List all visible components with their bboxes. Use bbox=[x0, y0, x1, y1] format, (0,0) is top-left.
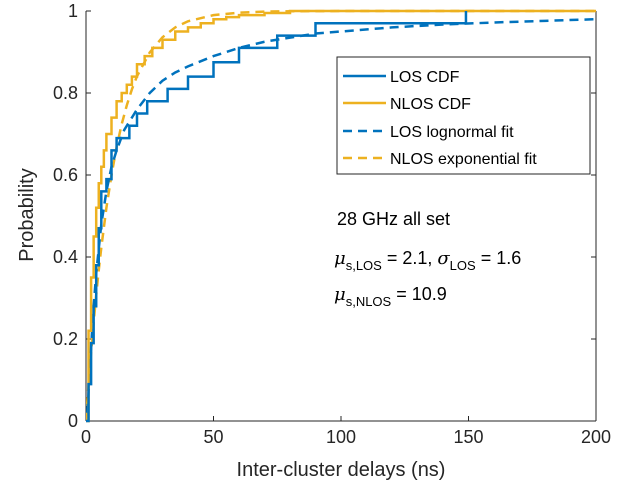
y-tick-label: 0.8 bbox=[53, 83, 78, 103]
x-tick-label: 100 bbox=[326, 427, 356, 447]
legend-label-nlos-cdf: NLOS CDF bbox=[390, 96, 471, 113]
x-tick-label: 150 bbox=[453, 427, 483, 447]
x-axis-label: Inter-cluster delays (ns) bbox=[237, 459, 446, 481]
x-tick-label: 0 bbox=[81, 427, 91, 447]
y-tick-label: 0.6 bbox=[53, 165, 78, 185]
legend-label-los-cdf: LOS CDF bbox=[390, 69, 460, 86]
annotation-line-3: μs,NLOS = 10.9 bbox=[334, 284, 447, 309]
y-tick-label: 0.2 bbox=[53, 329, 78, 349]
sigma-subscript: LOS bbox=[450, 258, 476, 273]
legend: LOS CDF NLOS CDF LOS lognormal fit NLOS … bbox=[336, 56, 591, 175]
annotation: 28 GHz all set μs,LOS = 2.1, σLOS = 1.6 … bbox=[334, 209, 521, 309]
series-nlos-cdf bbox=[86, 9, 596, 423]
series-layer bbox=[86, 9, 596, 423]
legend-label-nlos-fit: NLOS exponential fit bbox=[390, 151, 537, 168]
sigma-value: = 1.6 bbox=[476, 248, 522, 268]
mu-symbol-2: μ bbox=[334, 284, 346, 305]
y-axis-label: Probability bbox=[16, 168, 38, 261]
mu-symbol: μ bbox=[334, 248, 346, 269]
mu-los-subscript: s,LOS bbox=[346, 258, 382, 273]
annotation-line-2: μs,LOS = 2.1, σLOS = 1.6 bbox=[334, 248, 521, 273]
x-tick-label: 50 bbox=[203, 427, 223, 447]
annotation-line-1: 28 GHz all set bbox=[337, 209, 450, 229]
legend-label-los-fit: LOS lognormal fit bbox=[390, 124, 514, 141]
x-tick-label: 200 bbox=[581, 427, 611, 447]
series-los-cdf bbox=[86, 11, 468, 423]
y-tick-label: 0 bbox=[68, 411, 78, 431]
mu-nlos-value: = 10.9 bbox=[391, 284, 447, 304]
y-tick-label: 1 bbox=[68, 1, 78, 21]
sigma-symbol: σ bbox=[437, 248, 450, 269]
y-tick-label: 0.4 bbox=[53, 247, 78, 267]
ticks: 0 50 100 150 200 0 0.2 0.4 0.6 0.8 1 bbox=[53, 1, 611, 447]
mu-los-value: = 2.1, bbox=[382, 248, 438, 268]
series-los-lognormal-fit bbox=[86, 17, 596, 413]
mu-nlos-subscript: s,NLOS bbox=[346, 294, 392, 309]
